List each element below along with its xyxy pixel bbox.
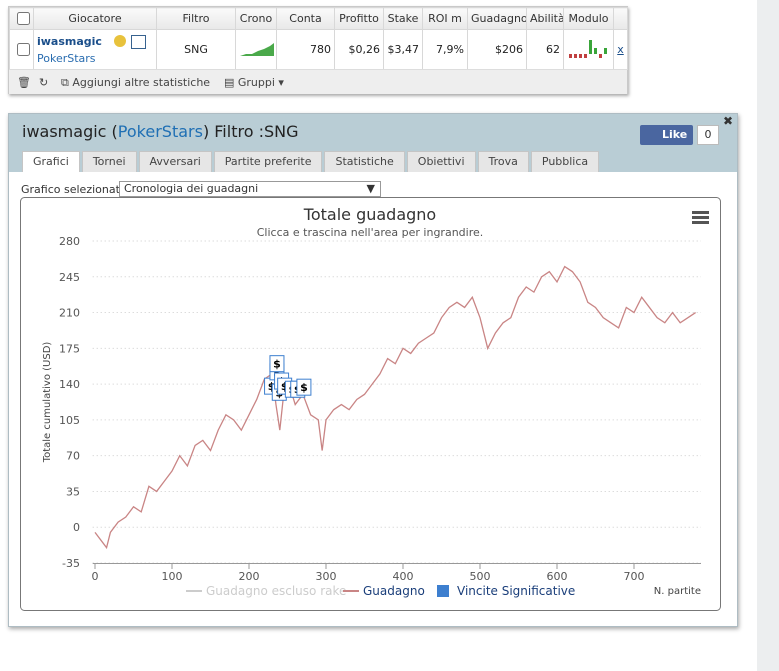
panel-title: iwasmagic (PokerStars) Filtro :SNG <box>22 122 298 141</box>
player-site[interactable]: PokerStars <box>37 51 96 65</box>
tab[interactable]: Tornei <box>81 151 137 172</box>
flag-label: $ <box>273 366 281 379</box>
selector-label: Grafico selezionato <box>21 183 127 196</box>
title-player: iwasmagic ( <box>22 122 118 141</box>
y-tick-label: 0 <box>73 521 80 534</box>
delete-icon[interactable]: 🗑 <box>17 76 31 89</box>
export-icon[interactable] <box>131 35 146 49</box>
flag-label: $ <box>300 381 308 394</box>
legend-label[interactable]: Guadagno <box>363 584 425 598</box>
add-stats-label[interactable]: Aggiungi altre statistiche <box>72 76 211 89</box>
flag-label: $ <box>273 358 281 371</box>
player-name[interactable]: iwasmagic <box>37 34 102 48</box>
menu-icon[interactable] <box>692 211 709 224</box>
tab[interactable]: Statistiche <box>324 151 405 172</box>
legend-label[interactable]: Vincite Significative <box>457 584 575 598</box>
panel-header: iwasmagic (PokerStars) Filtro :SNG Like … <box>9 114 737 172</box>
select-row[interactable] <box>17 43 30 56</box>
x-tick-label: 500 <box>470 570 491 583</box>
y-tick-label: 35 <box>66 485 80 498</box>
chart-selector[interactable]: Cronologia dei guadagni ▼ <box>119 181 381 197</box>
line-series <box>94 265 696 550</box>
flag-label: $ <box>268 380 276 393</box>
chart-subtitle: Clicca e trascina nell'area per ingrandi… <box>257 226 484 239</box>
title-filter: ) Filtro :SNG <box>202 122 299 141</box>
y-tick-label: 210 <box>59 307 80 320</box>
tab[interactable]: Avversari <box>138 151 212 172</box>
x-tick-label: 600 <box>547 570 568 583</box>
column-header: Filtro <box>156 7 236 30</box>
x-tick-label: 400 <box>393 570 414 583</box>
y-axis-label: Totale cumulativo (USD) <box>42 342 53 464</box>
refresh-icon[interactable]: ↻ <box>39 76 49 89</box>
column-header: ROI m <box>422 7 468 30</box>
column-header: Conta <box>276 7 335 30</box>
column-header-empty <box>613 7 628 30</box>
crono-cell <box>235 29 277 70</box>
column-header: Guadagno <box>467 7 527 30</box>
y-tick-label: 280 <box>59 235 80 248</box>
select-all[interactable] <box>17 12 30 25</box>
groups-menu[interactable]: ▤ Gruppi ▾ <box>224 76 284 89</box>
data-row: iwasmagic PokerStars SNG 780 $0,26 $3,47… <box>9 29 628 70</box>
tab[interactable]: Pubblica <box>530 151 600 172</box>
y-tick-label: 105 <box>59 414 80 427</box>
add-stats[interactable]: ⧉ Aggiungi altre statistiche <box>61 76 211 89</box>
x-tick-label: 300 <box>316 570 337 583</box>
x-tick-label: 100 <box>162 570 183 583</box>
sparkline <box>240 43 274 56</box>
x-tick-label: 700 <box>624 570 645 583</box>
y-tick-label: 245 <box>59 271 80 284</box>
x-tick-label: 0 <box>92 570 99 583</box>
legend-label[interactable]: Guadagno escluso rake <box>206 584 346 598</box>
y-tick-label: 70 <box>66 450 80 463</box>
page-strip <box>757 0 779 671</box>
chart-panel: iwasmagic (PokerStars) Filtro :SNG Like … <box>8 113 738 627</box>
tabs: Grafici Tornei Avversari Partite preferite S… <box>22 151 601 172</box>
roi-cell: 7,9% <box>422 29 468 70</box>
sparkline-area <box>240 43 274 56</box>
table-footer: 🗑 ↻ ⧉ Aggiungi altre statistiche ▤ Grupp… <box>9 69 627 94</box>
tab[interactable]: Partite preferite <box>213 151 323 172</box>
flag[interactable] <box>296 378 312 396</box>
x-axis-label: N. partite <box>654 586 701 597</box>
column-header: Profitto <box>334 7 384 30</box>
y-tick-label: 175 <box>59 342 80 355</box>
flag[interactable] <box>269 355 285 373</box>
header-row: Giocatore Filtro Crono Conta Profitto Stake RO… <box>9 7 628 30</box>
like-button[interactable]: Like <box>640 125 694 145</box>
flag-label: $ <box>281 380 289 393</box>
column-header: Abilità <box>526 7 564 30</box>
y-tick-label: -35 <box>62 557 80 570</box>
legend-symbol <box>437 585 449 597</box>
column-header: Stake <box>383 7 423 30</box>
tab[interactable]: Grafici <box>22 151 80 172</box>
table: Giocatore Filtro Crono Conta Profitto Stake RO… <box>9 7 628 70</box>
column-header: Giocatore <box>33 7 157 30</box>
form-bars <box>569 40 607 58</box>
chart-title: Totale guadagno <box>303 205 436 224</box>
tab[interactable]: Trova <box>477 151 529 172</box>
column-header: Crono <box>235 7 277 30</box>
stats-table: Giocatore Filtro Crono Conta Profitto Stake RO… <box>8 6 628 94</box>
stake-cell: $3,47 <box>383 29 423 70</box>
like-count: 0 <box>697 125 719 145</box>
close-button[interactable]: ✖ <box>723 114 734 128</box>
groups-label[interactable]: Gruppi <box>237 76 275 89</box>
star-icon[interactable] <box>114 35 126 47</box>
chart-frame <box>20 197 721 611</box>
profit-cell: $0,26 <box>334 29 384 70</box>
tab[interactable]: Obiettivi <box>406 151 476 172</box>
title-site: PokerStars <box>117 122 203 141</box>
form-cell <box>563 29 614 70</box>
selector-value[interactable]: Cronologia dei guadagni <box>124 182 259 195</box>
checkbox-cell <box>9 29 34 70</box>
player-cell: iwasmagic PokerStars <box>33 29 157 70</box>
column-header: Modulo <box>563 7 614 30</box>
x-tick-label: 200 <box>239 570 260 583</box>
y-tick-label: 140 <box>59 378 80 391</box>
